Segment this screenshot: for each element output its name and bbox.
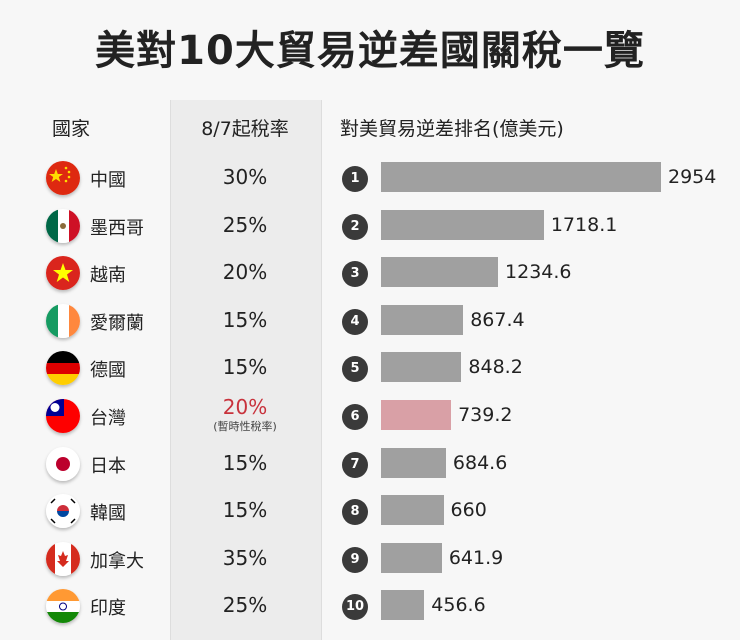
bar [381, 352, 462, 383]
bar [381, 542, 442, 573]
country-name: 德國 [90, 360, 126, 382]
chart-title: 美對10大貿易逆差國關稅一覽 [95, 28, 645, 74]
vietnam-flag-icon [46, 256, 80, 291]
rank-badge: 7 [342, 451, 368, 478]
tariff-rate: 15% [222, 307, 268, 332]
ireland-flag-icon [46, 303, 80, 338]
tariff-rate: 25% [222, 212, 268, 237]
taiwan-flag-icon [46, 399, 80, 433]
table-row: 韓國 15% 8 660 [0, 491, 740, 531]
japan-flag-icon [46, 446, 80, 481]
tariff-rate: 15% [222, 355, 268, 380]
bar [381, 162, 661, 192]
bar-value-label: 848.2 [468, 356, 523, 379]
table-row: 愛爾蘭 15% 4 867.4 [0, 301, 740, 341]
rank-badge: 6 [342, 404, 368, 430]
country-name: 墨西哥 [90, 217, 144, 239]
table-row: 台灣 20% (暫時性稅率) 6 739.2 [0, 395, 740, 436]
china-flag-icon [46, 161, 80, 195]
country-name: 印度 [90, 598, 126, 620]
bar-value-label: 684.6 [452, 451, 508, 474]
rank-badge: 2 [342, 213, 368, 240]
rank-badge: 9 [342, 546, 368, 573]
country-name: 中國 [90, 170, 126, 191]
india-flag-icon [46, 589, 80, 624]
bar-value-label: 867.4 [470, 308, 525, 331]
bar-value-label: 1234.6 [505, 261, 572, 284]
bar [381, 209, 544, 240]
country-name: 加拿大 [90, 550, 144, 572]
korea-flag-icon [46, 494, 80, 529]
country-name: 越南 [90, 265, 126, 287]
table-row: 德國 15% 5 848.2 [0, 348, 740, 388]
table-row: 加拿大 35% 9 641.9 [0, 539, 740, 579]
bar [381, 590, 425, 621]
rank-badge: 3 [342, 261, 368, 288]
table-row: 日本 15% 7 684.6 [0, 444, 740, 484]
rank-badge: 1 [342, 166, 368, 192]
bar [381, 257, 499, 288]
tariff-note: (暫時性稅率) [213, 420, 277, 433]
country-name: 韓國 [90, 503, 126, 525]
tariff-rate: 15% [222, 498, 268, 523]
tariff-rate: 25% [222, 593, 268, 618]
mexico-flag-icon [46, 208, 80, 243]
tariff-rate: 20% [222, 395, 268, 419]
header-country: 國家 [52, 118, 91, 140]
germany-flag-icon [46, 351, 80, 386]
header-deficit: 對美貿易逆差排名(億美元) [340, 118, 564, 140]
rank-badge: 8 [342, 499, 368, 526]
bar [381, 447, 446, 478]
table-row: 墨西哥 25% 2 1718.1 [0, 206, 740, 246]
rank-badge: 5 [342, 356, 368, 383]
bar-value-label: 456.6 [431, 594, 486, 617]
bar-value-label: 739.2 [458, 404, 513, 426]
tariff-rate: 35% [222, 545, 268, 570]
bar [381, 400, 452, 430]
table-row: 中國 30% 1 2954 [0, 158, 740, 198]
bar-value-label: 1718.1 [550, 213, 618, 236]
country-name: 日本 [90, 455, 126, 477]
canada-flag-icon [46, 541, 80, 576]
rank-badge: 10 [342, 594, 368, 621]
table-row: 印度 25% 10 456.6 [0, 586, 740, 626]
bar [381, 495, 444, 526]
bar-value-label: 641.9 [448, 546, 504, 569]
tariff-rate: 15% [222, 450, 268, 475]
tariff-rate: 30% [222, 165, 268, 189]
bar-value-label: 2954 [668, 166, 717, 188]
country-name: 台灣 [90, 408, 126, 429]
rate-column-bg [170, 100, 322, 640]
tariff-rate: 20% [222, 260, 268, 285]
table-row: 越南 20% 3 1234.6 [0, 253, 740, 293]
country-name: 愛爾蘭 [90, 312, 144, 334]
bar-value-label: 660 [450, 499, 487, 522]
bar [381, 304, 464, 335]
header-rate: 8/7起稅率 [201, 118, 289, 140]
rank-badge: 4 [342, 308, 368, 335]
